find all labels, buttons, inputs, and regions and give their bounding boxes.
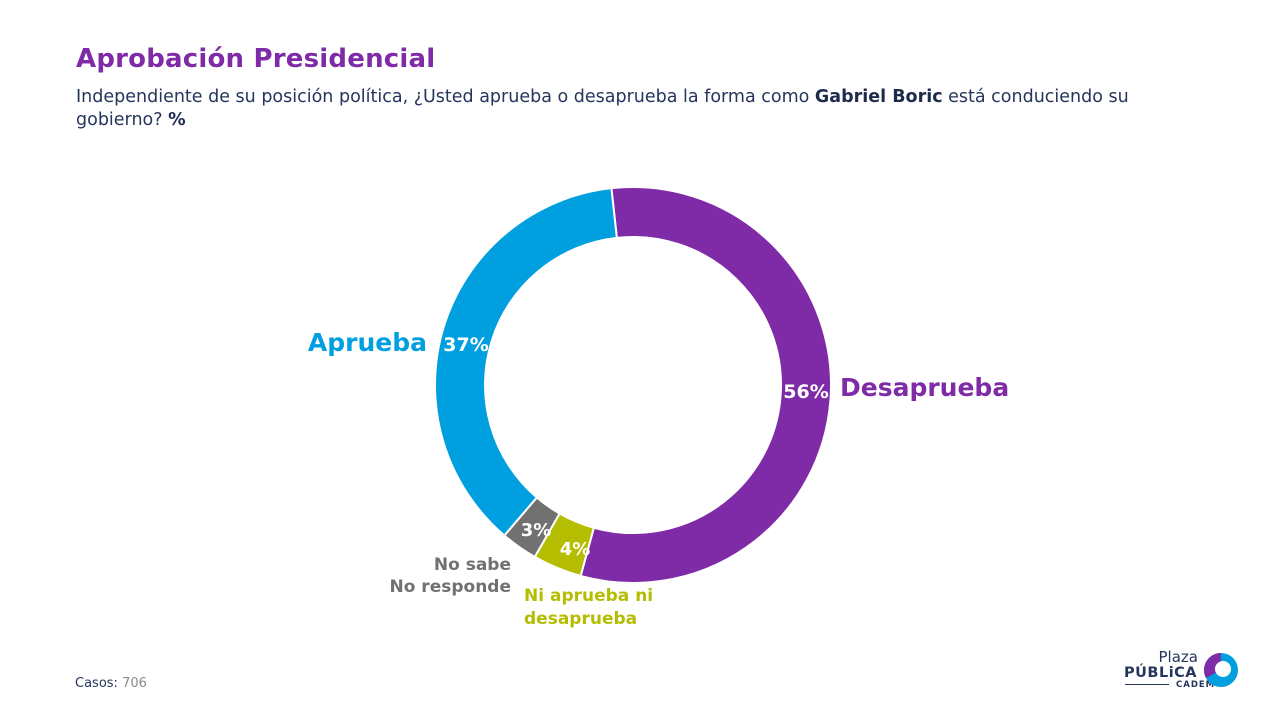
unit-label: % [168,110,186,130]
logo-line-3: CADEM [1176,680,1216,690]
slice-aprueba [434,187,618,537]
question-text: Independiente de su posición política, ¿… [76,86,1186,132]
category-label-no-sabe-no-responde-line-2: No responde [389,577,511,597]
cases-label: Casos [75,676,114,691]
value-label-ni-aprueba-ni-desaprueba: 4% [560,539,591,560]
question-part-2: está conduciendo su gobierno? [76,87,1129,130]
plaza-publica-logo: Plaza PÚBLiCA CADEM [1122,648,1242,692]
category-label-ni-aprueba-ni-desaprueba-line-2: desaprueba [524,609,637,629]
value-label-aprueba: 37% [443,334,488,356]
question-part-1: Independiente de su posición política, ¿… [76,87,815,107]
category-label-ni-aprueba-ni-desaprueba-line-1: Ni aprueba ni [524,586,653,606]
slice-desaprueba [579,186,832,584]
category-label-no-sabe-no-responde-line-1: No sabe [434,555,511,575]
logo-underline [1125,684,1169,685]
logo-line-2: PÚBLiCA [1124,665,1198,681]
page-title: Aprobación Presidencial [76,44,436,74]
logo-mark-icon [1204,653,1238,687]
category-label-desaprueba: Desaprueba [840,373,1009,402]
president-name: Gabriel Boric [814,87,943,107]
category-label-aprueba: Aprueba [308,328,427,357]
value-label-desaprueba: 56% [783,381,828,403]
cases-footer: Casos: 706 [75,676,147,691]
logo-line-1: Plaza [1158,648,1198,666]
cases-value: 706 [122,676,147,691]
value-label-no-sabe-no-responde: 3% [521,520,552,541]
